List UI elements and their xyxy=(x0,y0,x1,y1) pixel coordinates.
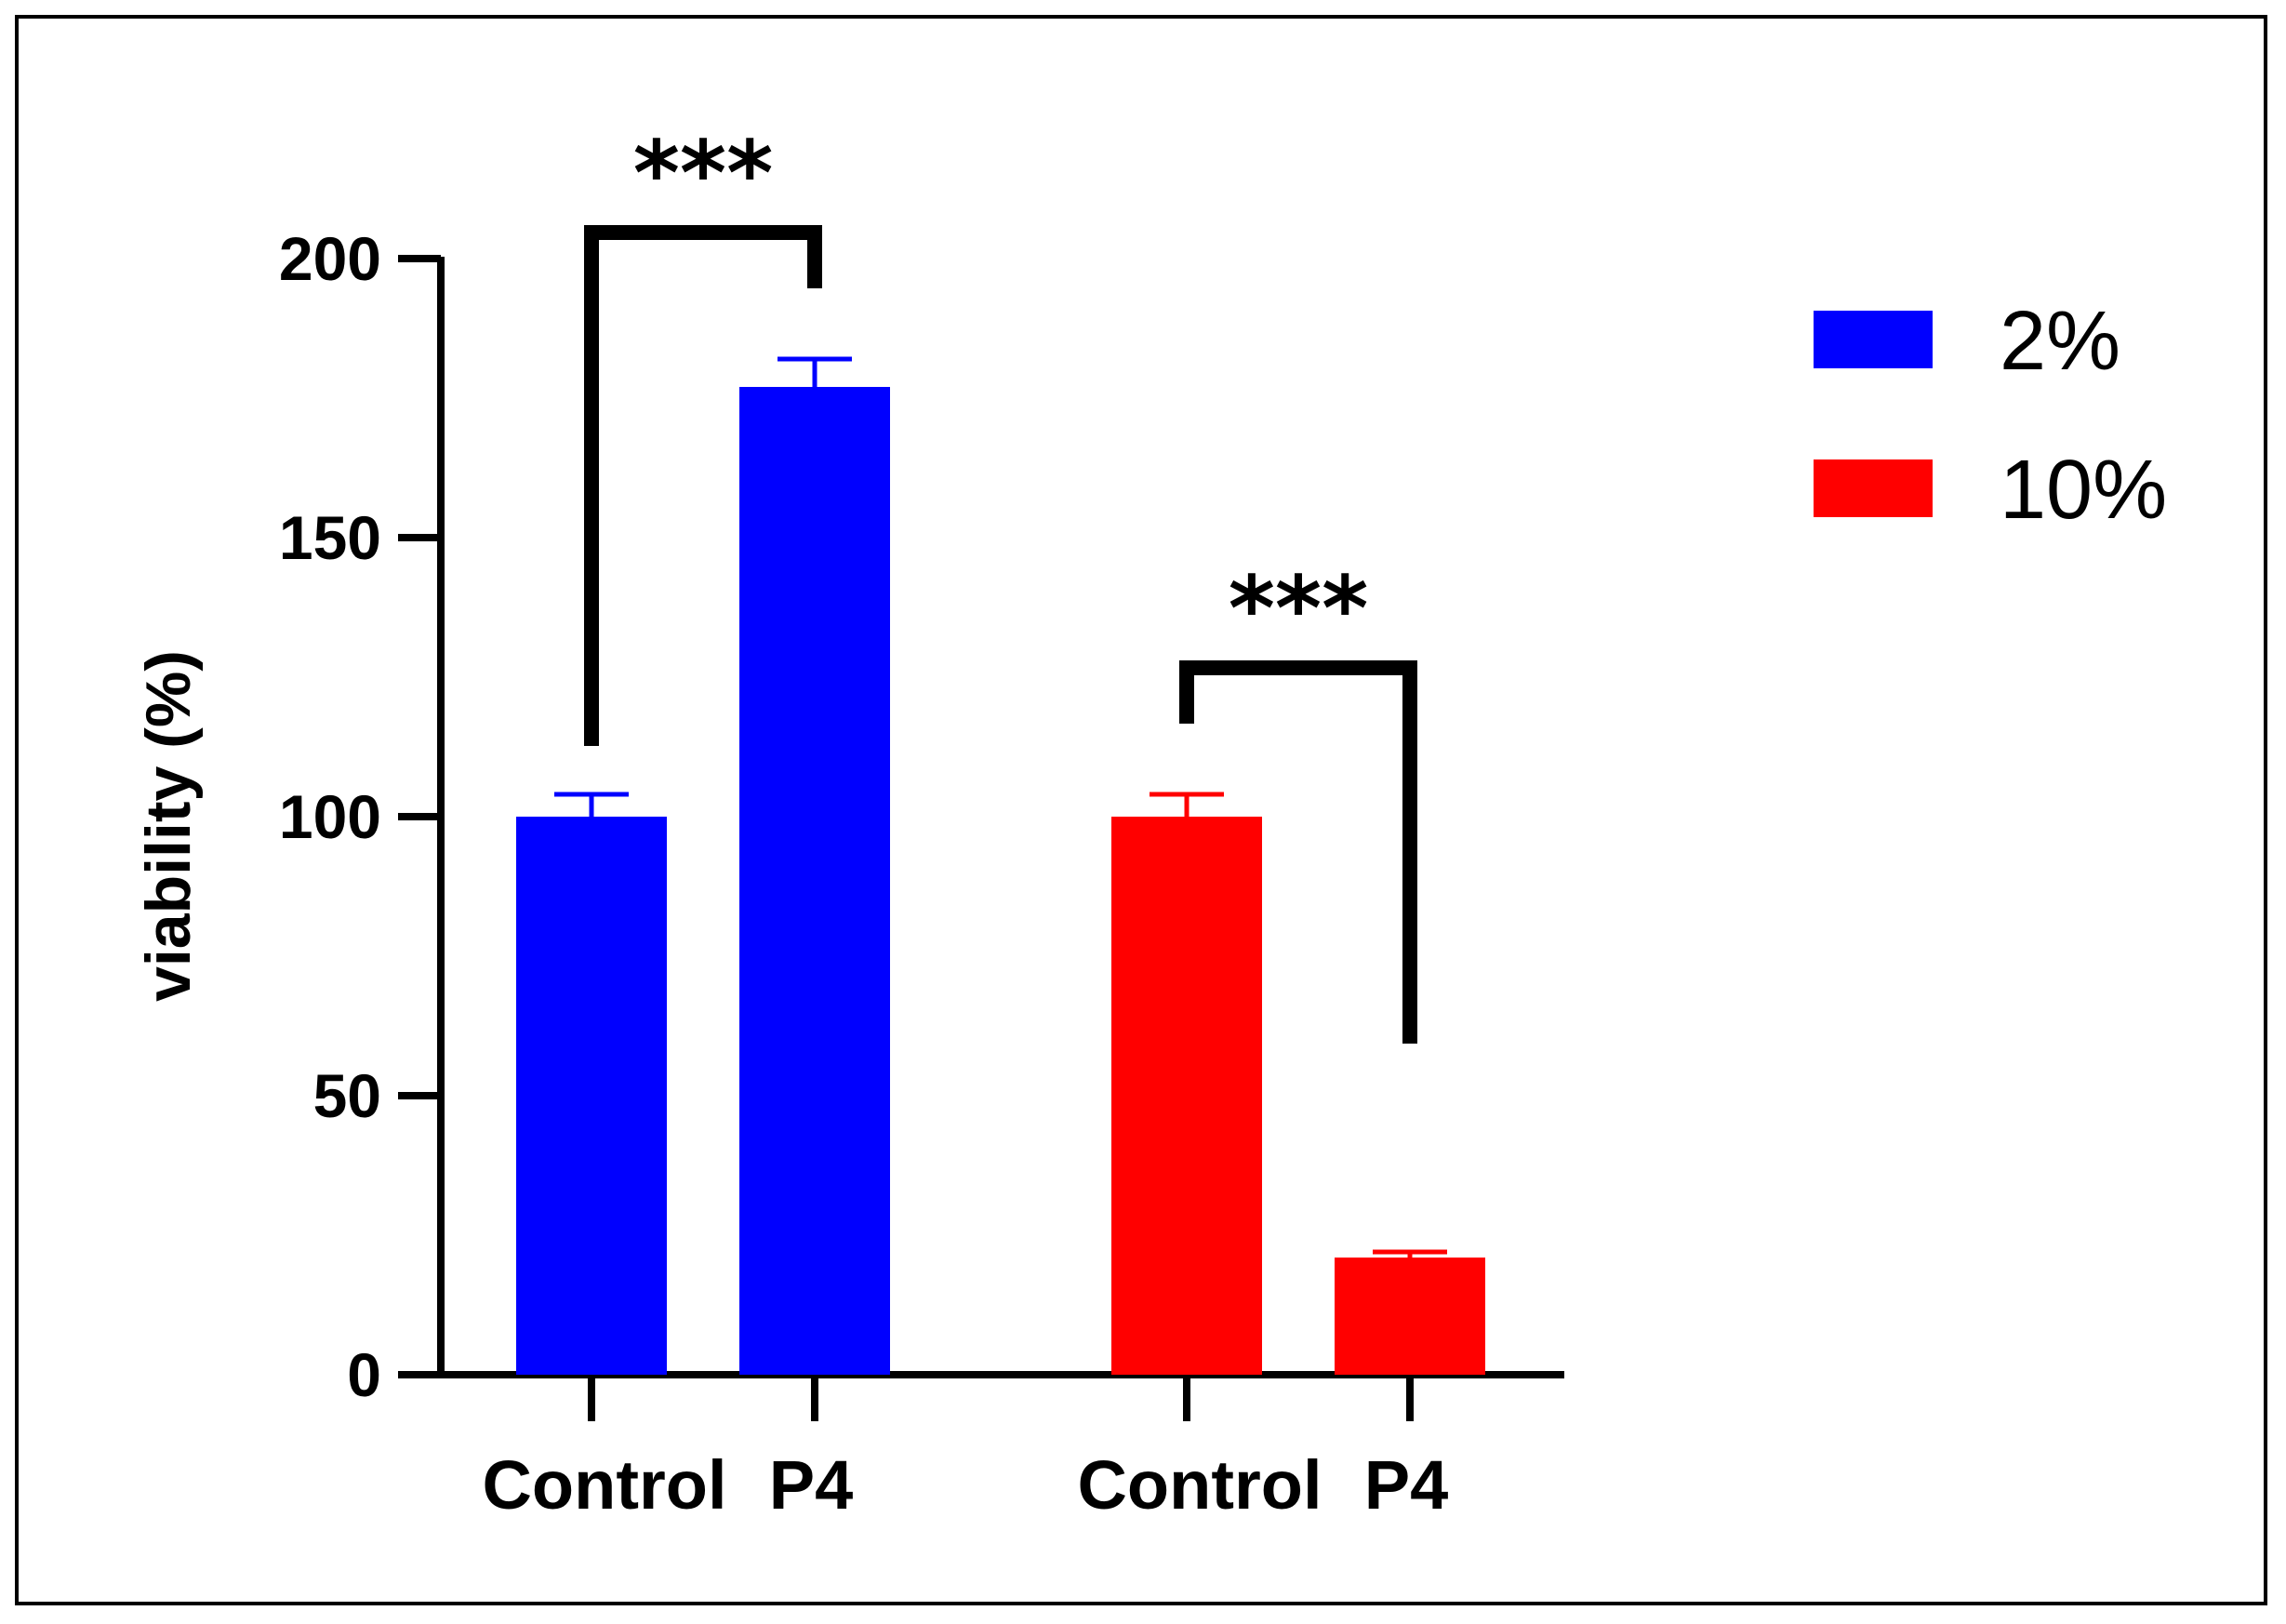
x-tick-label-10%-P4: P4 xyxy=(1364,1446,1449,1524)
bar-2%-Control xyxy=(516,817,667,1375)
bar-2%-P4 xyxy=(739,387,890,1375)
y-tick-label-150: 150 xyxy=(279,503,381,572)
y-tick-label-0: 0 xyxy=(347,1340,381,1409)
bar-10%-P4 xyxy=(1335,1258,1485,1375)
figure-frame xyxy=(15,15,2267,1605)
significance-bracket-2% xyxy=(584,225,822,746)
x-tick-label-2%-Control: Control xyxy=(482,1446,726,1524)
y-tick-label-100: 100 xyxy=(279,782,381,851)
legend-swatch-2% xyxy=(1814,311,1933,368)
legend-label-10%: 10% xyxy=(2000,444,2167,537)
significance-label-10%: *** xyxy=(1229,557,1369,661)
axes: 0 50 100 150 200 viability (%) Control P4 Contro… xyxy=(133,224,1564,1524)
x-tick-label-10%-Control: Control xyxy=(1077,1446,1322,1524)
legend-label-2%: 2% xyxy=(2000,295,2120,388)
y-axis-title: viability (%) xyxy=(133,650,204,1002)
legend-swatch-10% xyxy=(1814,459,1933,517)
significance-annotations: *** *** xyxy=(584,122,1417,1044)
x-tick-label-2%-P4: P4 xyxy=(769,1446,854,1524)
significance-bracket-10% xyxy=(1179,660,1417,1044)
legend: 2% 10% xyxy=(1814,295,2167,537)
bar-10%-Control xyxy=(1111,817,1262,1375)
significance-label-2%: *** xyxy=(633,122,774,226)
bars xyxy=(516,356,1485,1375)
y-tick-label-200: 200 xyxy=(279,224,381,293)
y-tick-label-50: 50 xyxy=(313,1061,381,1130)
